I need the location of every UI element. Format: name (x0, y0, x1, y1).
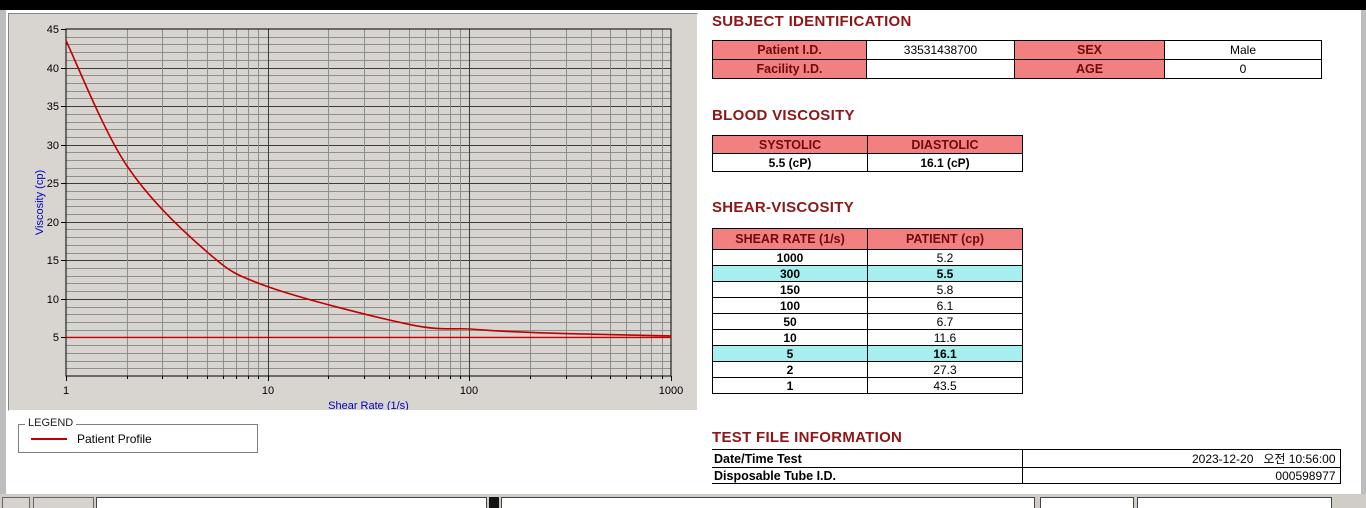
shear-rate-cell: 300 (712, 265, 868, 282)
legend-box: LEGEND Patient Profile (18, 417, 258, 453)
patient-value-cell: 5.5 (867, 265, 1023, 282)
shear-rate-cell: 50 (712, 313, 868, 330)
shear-rate-cell: 2 (712, 361, 868, 378)
shear-rate-header: SHEAR RATE (1/s) (712, 228, 868, 250)
bottom-divider (489, 497, 499, 508)
bottom-button-1[interactable] (2, 497, 30, 508)
patient-value-cell: 5.8 (867, 281, 1023, 298)
patient-value-cell: 6.7 (867, 313, 1023, 330)
legend-series-label: Patient Profile (77, 432, 152, 446)
patient-id-value: 33531438700 (866, 40, 1015, 60)
table-row: 300 5.5 (712, 265, 1023, 282)
svg-text:15: 15 (47, 255, 59, 267)
svg-text:45: 45 (47, 24, 59, 36)
blood-viscosity-table: SYSTOLIC DIASTOLIC 5.5 (cP) 16.1 (cP) (712, 135, 1023, 172)
shear-rate-cell: 5 (712, 345, 868, 362)
age-label: AGE (1014, 59, 1165, 79)
table-row: 10 11.6 (712, 329, 1023, 346)
viscosity-chart: 5 10 15 20 25 30 35 40 45 1 10 100 1000 Viscosity (cp… (9, 14, 697, 415)
svg-text:Shear Rate (1/s): Shear Rate (1/s) (328, 400, 409, 410)
shear-rate-cell: 10 (712, 329, 868, 346)
subject-identification-table: Patient I.D. 33531438700 SEX Male Facili… (712, 40, 1322, 79)
sex-value: Male (1164, 40, 1322, 60)
svg-text:1000: 1000 (659, 385, 683, 397)
facility-id-label: Facility I.D. (712, 59, 867, 79)
left-border-strip (0, 10, 6, 508)
table-row: 150 5.8 (712, 281, 1023, 298)
svg-text:1: 1 (63, 385, 69, 397)
legend-series-line-icon (31, 438, 67, 440)
sex-label: SEX (1014, 40, 1165, 60)
bottom-button-2[interactable] (33, 497, 94, 508)
right-border-strip (1361, 10, 1366, 508)
shear-rate-cell: 100 (712, 297, 868, 314)
patient-value-cell: 6.1 (867, 297, 1023, 314)
patient-value-cell: 43.5 (867, 377, 1023, 394)
table-row: Date/Time Test 2023-12-20 오전 10:56:00 (712, 449, 1341, 468)
age-value: 0 (1164, 59, 1322, 79)
svg-text:35: 35 (47, 101, 59, 113)
patient-value-cell: 11.6 (867, 329, 1023, 346)
table-row: 50 6.7 (712, 313, 1023, 330)
subject-identification-title: SUBJECT IDENTIFICATION (712, 13, 912, 30)
bottom-field-1[interactable] (96, 497, 487, 508)
test-file-information-title: TEST FILE INFORMATION (712, 429, 903, 446)
table-row: 1 43.5 (712, 377, 1023, 394)
patient-value-cell: 16.1 (867, 345, 1023, 362)
patient-id-label: Patient I.D. (712, 40, 867, 60)
svg-text:100: 100 (460, 385, 478, 397)
disposable-tube-id-value: 000598977 (1021, 467, 1341, 484)
systolic-header: SYSTOLIC (712, 135, 868, 154)
bottom-field-4[interactable] (1137, 497, 1332, 508)
date-time-test-value: 2023-12-20 오전 10:56:00 (1021, 449, 1341, 468)
svg-text:20: 20 (47, 217, 59, 229)
table-row: 1000 5.2 (712, 249, 1023, 266)
top-border-bar (0, 0, 1366, 10)
table-row: Facility I.D. AGE 0 (712, 59, 1322, 79)
bottom-field-3[interactable] (1040, 497, 1134, 508)
table-row: 5 16.1 (712, 345, 1023, 362)
test-file-information-table: Date/Time Test 2023-12-20 오전 10:56:00 Di… (712, 449, 1341, 484)
disposable-tube-id-label: Disposable Tube I.D. (712, 467, 1022, 484)
diastolic-value: 16.1 (cP) (867, 153, 1023, 172)
shear-viscosity-table: SHEAR RATE (1/s) PATIENT (cp) 1000 5.2 3… (712, 228, 1023, 394)
diastolic-header: DIASTOLIC (867, 135, 1023, 154)
svg-text:5: 5 (53, 332, 59, 344)
patient-value-cell: 27.3 (867, 361, 1023, 378)
table-row: 100 6.1 (712, 297, 1023, 314)
table-header-row: SHEAR RATE (1/s) PATIENT (cp) (712, 228, 1023, 250)
table-row: Patient I.D. 33531438700 SEX Male (712, 40, 1322, 60)
patient-value-cell: 5.2 (867, 249, 1023, 266)
table-row: Disposable Tube I.D. 000598977 (712, 467, 1341, 484)
date-time-test-label: Date/Time Test (712, 449, 1022, 468)
svg-text:25: 25 (47, 178, 59, 190)
systolic-value: 5.5 (cP) (712, 153, 868, 172)
svg-text:30: 30 (47, 140, 59, 152)
shear-viscosity-title: SHEAR-VISCOSITY (712, 199, 855, 216)
svg-text:10: 10 (47, 294, 59, 306)
svg-text:Viscosity (cp): Viscosity (cp) (34, 170, 46, 235)
legend-box-label: LEGEND (25, 417, 77, 429)
shear-rate-cell: 150 (712, 281, 868, 298)
facility-id-value (866, 59, 1015, 79)
shear-rate-cell: 1 (712, 377, 868, 394)
shear-rate-cell: 1000 (712, 249, 868, 266)
svg-text:40: 40 (47, 63, 59, 75)
viscosity-chart-panel: 5 10 15 20 25 30 35 40 45 1 10 100 1000 Viscosity (cp… (8, 13, 698, 412)
table-row: 2 27.3 (712, 361, 1023, 378)
patient-cp-header: PATIENT (cp) (867, 228, 1023, 250)
blood-viscosity-title: BLOOD VISCOSITY (712, 107, 855, 124)
svg-text:10: 10 (262, 385, 274, 397)
table-row: 5.5 (cP) 16.1 (cP) (712, 153, 1023, 172)
bottom-field-2[interactable] (501, 497, 1035, 508)
table-row: SYSTOLIC DIASTOLIC (712, 135, 1023, 154)
